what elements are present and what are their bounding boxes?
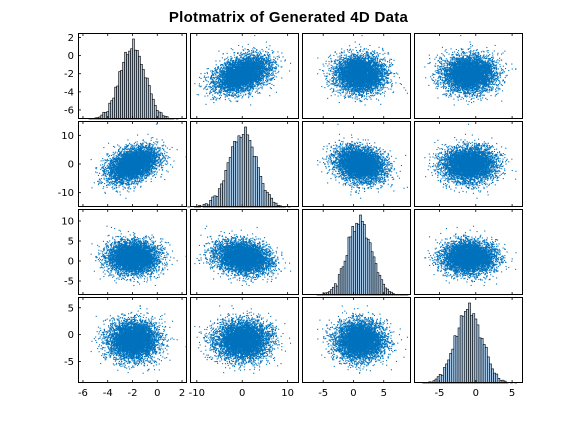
scatter-point [289,70,290,71]
scatter-point [275,73,276,74]
scatter-point [217,98,218,99]
scatter-point [242,59,243,60]
scatter-point [232,49,233,50]
scatter-point [212,75,213,76]
scatter-point [272,50,273,51]
scatter-point [208,77,209,78]
scatter-point [212,72,213,73]
scatter-point [227,96,228,97]
scatter-point [194,83,195,84]
scatter-point [225,99,226,100]
scatter-point [212,89,213,90]
scatter-point [267,54,268,55]
scatter-point [249,50,250,51]
scatter-point [224,66,225,67]
scatter-point [248,44,249,45]
scatter-point [273,71,274,72]
scatter-point [269,45,270,46]
scatter-point [245,48,246,49]
scatter-point [250,104,251,105]
scatter-point [211,89,212,90]
panel-0-0 [78,33,187,119]
histogram-bar [127,55,129,119]
scatter-point [243,53,244,54]
scatter-point [214,73,215,74]
scatter-point [262,87,263,88]
scatter-point [243,95,244,96]
histogram-bar [158,112,160,119]
scatter-point [281,78,282,79]
scatter-point [249,92,250,93]
histogram-bar [115,87,117,119]
scatter-point [205,78,206,79]
scatter-point [226,95,227,96]
scatter-point [277,64,278,65]
scatter-point [264,82,265,83]
scatter-point [268,77,269,78]
histogram-bar [136,50,138,119]
scatter-point [240,93,241,94]
scatter-point [201,78,202,79]
scatter-point [270,58,271,59]
scatter-point [212,71,213,72]
scatter-point [254,35,255,36]
scatter-point [260,87,261,88]
scatter-point [252,96,253,97]
scatter-point [271,64,272,65]
scatter-point [261,53,262,54]
scatter-point [266,58,267,59]
scatter-point [204,96,205,97]
scatter-point [267,55,268,56]
scatter-point [262,88,263,89]
scatter-point [219,69,220,70]
scatter-point [242,97,243,98]
scatter-point [266,47,267,48]
scatter-point [229,100,230,101]
scatter-point [250,94,251,95]
scatter-point [253,47,254,48]
scatter-point [204,73,205,74]
scatter-point [251,50,252,51]
scatter-point [210,71,211,72]
scatter-point [243,50,244,51]
scatter-point [266,65,267,66]
scatter-point [232,61,233,62]
scatter-point [265,57,266,58]
scatter-point [258,57,259,58]
scatter-point [207,84,208,85]
scatter-point [198,94,199,95]
scatter-point [264,67,265,68]
scatter-point [205,104,206,105]
scatter-point [267,52,268,53]
scatter-point [223,91,224,92]
scatter-point [241,52,242,53]
scatter-point [236,95,237,96]
scatter-point [231,48,232,49]
histogram-bar [148,86,150,119]
scatter-point [210,87,211,88]
scatter-point [216,99,217,100]
scatter-point [199,85,200,86]
scatter-point [223,53,224,54]
scatter-point [210,90,211,91]
scatter-point [215,77,216,78]
scatter-point [276,67,277,68]
scatter-point [228,92,229,93]
scatter-point [238,45,239,46]
scatter-point [232,60,233,61]
scatter-point [263,84,264,85]
scatter-point [266,84,267,85]
scatter-point [225,97,226,98]
scatter-point [277,59,278,60]
panel-0-1 [190,33,299,119]
scatter-point [248,97,249,98]
scatter-point [230,61,231,62]
scatter-point [208,68,209,69]
scatter-point [285,59,286,60]
scatter-point [263,80,264,81]
